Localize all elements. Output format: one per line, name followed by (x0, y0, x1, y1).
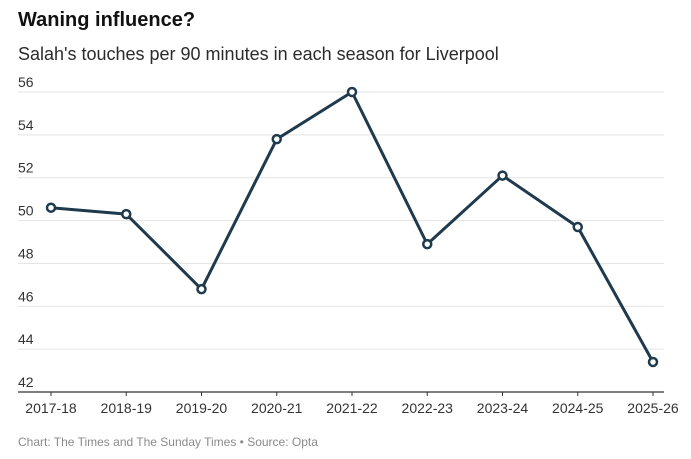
x-tick-label-2025-26: 2025-26 (627, 400, 679, 416)
x-tick-label-2019-20: 2019-20 (176, 400, 228, 416)
data-point-2025-26 (647, 356, 659, 368)
data-point-2020-21 (271, 133, 282, 145)
x-tick-label-2024-25: 2024-25 (552, 400, 604, 416)
chart-title: Waning influence? (18, 9, 196, 31)
y-tick-label-46: 46 (18, 288, 34, 304)
x-tick-label-2021-22: 2021-22 (326, 400, 378, 416)
data-point-2018-19 (121, 208, 132, 220)
x-tick-label-2023-24: 2023-24 (477, 400, 529, 416)
y-tick-label-48: 48 (18, 245, 34, 261)
x-tick-label-2022-23: 2022-23 (402, 400, 454, 416)
y-tick-label-50: 50 (18, 203, 34, 219)
data-point-2019-20 (196, 283, 207, 295)
x-tick-label-2017-18: 2017-18 (25, 400, 77, 416)
y-tick-label-52: 52 (18, 160, 34, 176)
chart-subtitle: Salah's touches per 90 minutes in each s… (18, 44, 499, 64)
y-tick-label-44: 44 (18, 331, 34, 347)
data-point-2017-18 (45, 202, 57, 213)
x-tick-label-2020-21: 2020-21 (251, 400, 303, 416)
y-tick-label-56: 56 (18, 74, 34, 90)
data-point-2022-23 (422, 238, 433, 250)
y-tick-label-54: 54 (18, 117, 34, 133)
data-point-2021-22 (346, 86, 358, 98)
data-point-2023-24 (497, 170, 508, 181)
series-line-0 (49, 90, 655, 364)
y-tick-label-42: 42 (18, 374, 34, 390)
data-point-2024-25 (572, 221, 583, 233)
source-credit: Chart: The Times and The Sunday Times • … (18, 435, 318, 449)
x-tick-label-2018-19: 2018-19 (101, 400, 153, 416)
